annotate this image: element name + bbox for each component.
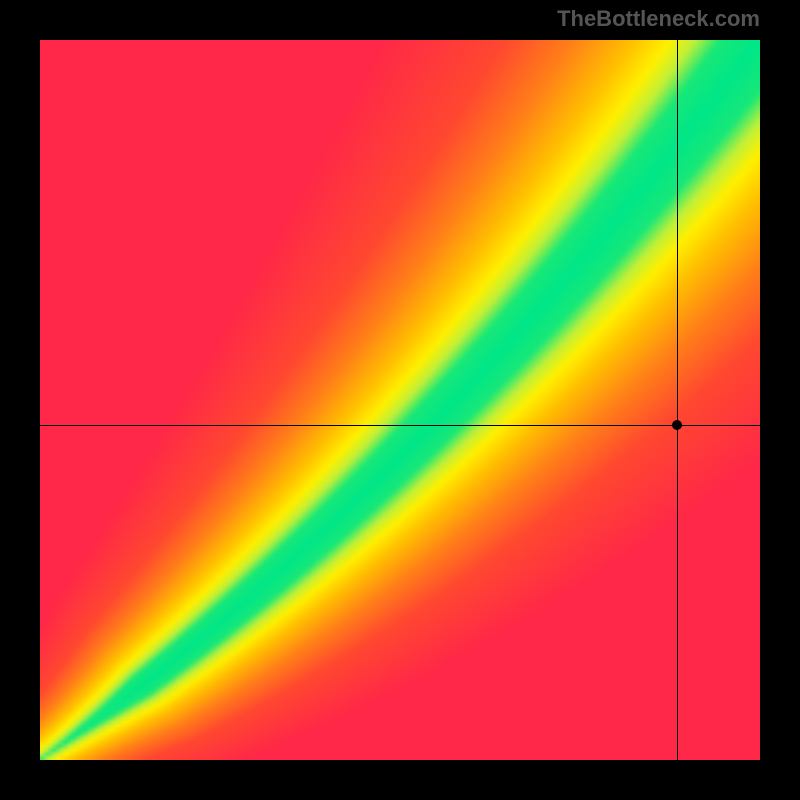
heatmap-canvas (40, 40, 760, 760)
watermark-text: TheBottleneck.com (557, 6, 760, 32)
crosshair-vertical (677, 40, 678, 760)
root-container: TheBottleneck.com (0, 0, 800, 800)
crosshair-horizontal (40, 425, 760, 426)
crosshair-marker-dot (672, 420, 682, 430)
heatmap-plot (40, 40, 760, 760)
